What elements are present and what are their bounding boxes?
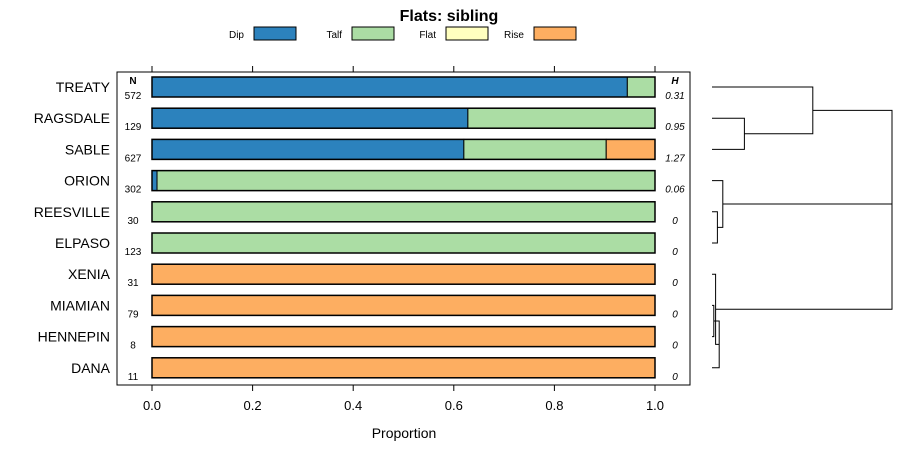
n-column-header: N — [129, 76, 136, 87]
h-column-header: H — [671, 76, 679, 87]
n-value-treaty: 572 — [125, 91, 142, 102]
x-axis: 0.0 0.2 0.4 0.6 0.8 1.0 — [143, 66, 664, 413]
h-value-elpaso: 0 — [672, 247, 678, 258]
legend-swatch-flat — [445, 26, 489, 41]
dendrogram — [712, 86, 893, 369]
dendrogram-branch — [712, 304, 715, 338]
bar-dana-rise — [151, 357, 656, 379]
h-value-sable: 1.27 — [665, 153, 685, 164]
h-value-xenia: 0 — [672, 278, 678, 289]
bars-group — [151, 76, 656, 379]
legend-label-rise: Rise — [504, 30, 524, 41]
chart-title: Flats: sibling — [400, 8, 499, 25]
bar-sable-talf — [463, 138, 607, 160]
x-tick-label: 0.6 — [445, 398, 463, 413]
bar-outline-miamian — [151, 294, 656, 317]
bar-outline-dana — [151, 357, 656, 379]
bar-outline-hennepin — [151, 325, 656, 348]
legend-swatch-dip — [253, 26, 297, 41]
row-label-treaty: TREATY — [56, 79, 111, 95]
h-value-reesville: 0 — [672, 216, 678, 227]
n-value-reesville: 30 — [127, 216, 139, 227]
bar-treaty-talf — [626, 76, 656, 98]
h-value-hennepin: 0 — [672, 341, 678, 352]
row-label-miamian: MIAMIAN — [50, 297, 110, 313]
legend-swatch-rise — [533, 26, 577, 41]
n-value-ragsdale: 129 — [125, 122, 142, 133]
h-value-treaty: 0.31 — [665, 91, 684, 102]
bar-reesville-talf — [151, 201, 656, 223]
legend-swatch-talf — [351, 26, 395, 41]
row-label-elpaso: ELPASO — [55, 235, 110, 251]
n-value-elpaso: 123 — [125, 247, 142, 258]
bar-hennepin-rise — [151, 326, 656, 348]
bar-ragsdale-talf — [467, 107, 656, 129]
bar-outline-xenia — [151, 263, 656, 285]
bar-orion-talf — [156, 170, 656, 192]
x-tick-label: 0.4 — [344, 398, 362, 413]
dendrogram-branch — [712, 86, 814, 135]
h-value-ragsdale: 0.95 — [665, 122, 685, 133]
n-value-miamian: 79 — [127, 309, 139, 320]
legend-label-dip: Dip — [229, 30, 244, 41]
legend-label-talf: Talf — [326, 30, 342, 41]
x-tick-label: 0.0 — [143, 398, 161, 413]
bar-outline-treaty — [151, 76, 656, 98]
dendrogram-branch — [812, 109, 893, 257]
bar-miamian-rise — [151, 294, 656, 316]
row-label-hennepin: HENNEPIN — [38, 329, 110, 345]
plot-frame — [116, 71, 691, 386]
bar-ragsdale-dip — [151, 107, 469, 129]
n-value-orion: 302 — [125, 185, 142, 196]
n-value-xenia: 31 — [127, 278, 139, 289]
legend: Dip Talf Flat Rise — [229, 26, 577, 41]
h-value-miamian: 0 — [672, 309, 678, 320]
row-label-ragsdale: RAGSDALE — [34, 110, 110, 126]
n-value-dana: 11 — [128, 372, 139, 383]
bar-orion-dip — [151, 170, 158, 192]
h-value-dana: 0 — [672, 372, 678, 383]
bar-outline-elpaso — [151, 232, 656, 254]
n-value-sable: 627 — [125, 153, 142, 164]
row-label-reesville: REESVILLE — [34, 204, 110, 220]
bar-outline-orion — [151, 169, 656, 192]
n-value-hennepin: 8 — [130, 341, 136, 352]
x-axis-label: Proportion — [372, 425, 437, 441]
x-tick-label: 0.2 — [244, 398, 262, 413]
legend-label-flat: Flat — [419, 30, 436, 41]
row-label-sable: SABLE — [65, 141, 110, 157]
bar-sable-rise — [605, 138, 656, 160]
row-label-xenia: XENIA — [68, 266, 111, 282]
row-label-orion: ORION — [64, 173, 110, 189]
bar-elpaso-talf — [151, 232, 656, 254]
row-labels: TREATY 572 0.31 RAGSDALE 129 0.95 SABLE 627 1.27… — [34, 79, 685, 383]
bar-xenia-rise — [151, 263, 656, 285]
h-value-orion: 0.06 — [665, 185, 685, 196]
x-tick-label: 0.8 — [545, 398, 563, 413]
dendrogram-branch — [715, 203, 893, 310]
bar-outline-ragsdale — [151, 107, 656, 129]
bar-outline-reesville — [151, 201, 656, 223]
dendrogram-branch — [712, 117, 745, 150]
dendrogram-branch — [712, 211, 718, 244]
bar-outline-sable — [151, 138, 656, 161]
row-label-dana: DANA — [71, 360, 111, 376]
bar-sable-dip — [151, 138, 465, 160]
x-tick-label: 1.0 — [646, 398, 664, 413]
bar-treaty-dip — [151, 76, 628, 98]
